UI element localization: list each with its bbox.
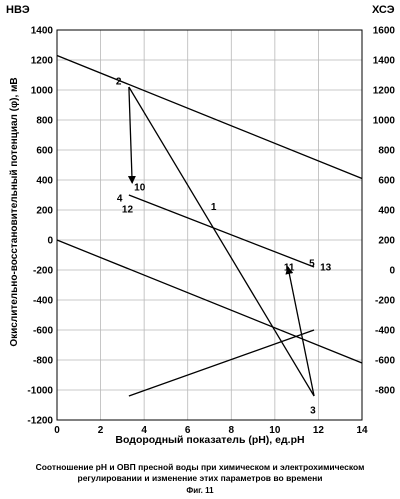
y-right-tick-label: 1400	[373, 56, 396, 67]
series-line-4	[128, 194, 315, 268]
x-tick-label: 0	[54, 425, 60, 436]
series-layer	[56, 54, 363, 397]
grid	[56, 29, 363, 421]
x-tick-labels: 0 2 4 6 8 10 12 14	[54, 425, 368, 436]
y-right-tick-label: 1600	[373, 26, 396, 37]
plot-frame	[56, 29, 363, 421]
y-left-tick-label: 600	[36, 146, 53, 157]
x-tick-label: 10	[269, 425, 281, 436]
point-label-4: 4	[117, 194, 123, 205]
y-right-tick-labels: 1600 1400 1200 1000 800 600 400 200 0 -200 -400 -60…	[373, 26, 396, 397]
series-line-2	[56, 239, 363, 364]
series-line-5	[128, 329, 315, 397]
y-left-tick-label: 400	[36, 176, 53, 187]
y-left-tick-label: -200	[33, 266, 53, 277]
caption-line-2: регулировании и изменение этих параметро…	[77, 473, 323, 483]
x-tick-label: 2	[98, 425, 104, 436]
caption-line-1: Соотношение pH и ОВП пресной воды при хи…	[35, 462, 365, 472]
y-left-tick-label: -1200	[27, 416, 53, 427]
y-right-tick-label: -400	[375, 326, 395, 337]
y-right-tick-label: 200	[378, 236, 395, 247]
y-right-tick-label: 1000	[373, 116, 396, 127]
x-tick-label: 6	[185, 425, 191, 436]
y-left-tick-labels: 1400 1200 1000 800 600 400 200 0 -200 -400 -600 -80…	[27, 26, 53, 427]
point-label-3: 3	[310, 406, 316, 417]
y-left-tick-label: 1400	[31, 26, 54, 37]
y-axis-label: Окислительно-восстановительный потенциал…	[9, 77, 20, 346]
point-label-2: 2	[116, 77, 122, 88]
point-label-11: 11	[284, 263, 295, 274]
y-right-tick-label: 0	[389, 266, 395, 277]
y-left-tick-label: 1000	[31, 86, 54, 97]
figure-label: Фиг. 11	[186, 486, 214, 495]
y-left-tick-label: 200	[36, 206, 53, 217]
x-tick-label: 8	[229, 425, 235, 436]
point-label-5: 5	[309, 259, 315, 270]
point-label-12: 12	[122, 205, 134, 216]
y-left-tick-label: 800	[36, 116, 53, 127]
point-label-10: 10	[134, 183, 146, 194]
y-right-tick-label: -600	[375, 356, 395, 367]
y-right-tick-label: 1200	[373, 86, 396, 97]
y-right-tick-label: 600	[378, 176, 395, 187]
point-label-13: 13	[320, 263, 332, 274]
y-right-tick-label: -800	[375, 386, 395, 397]
point-label-1: 1	[211, 202, 217, 213]
series-line-1	[56, 54, 363, 180]
y-left-tick-label: -800	[33, 356, 53, 367]
trend-arrow-1	[127, 86, 136, 184]
y-right-tick-label: 800	[378, 146, 395, 157]
y-right-tick-label: 400	[378, 206, 395, 217]
x-tick-label: 14	[356, 425, 368, 436]
y-left-tick-label: -600	[33, 326, 53, 337]
y-left-tick-label: 0	[47, 236, 53, 247]
right-axis-title: ХСЭ	[372, 4, 395, 16]
y-right-tick-label: -200	[375, 296, 395, 307]
series-line-3	[128, 86, 315, 397]
x-axis-label: Водородный показатель (pH), ед.pH	[115, 434, 304, 446]
y-left-tick-label: -400	[33, 296, 53, 307]
y-left-tick-label: -1000	[27, 386, 53, 397]
y-left-tick-label: 1200	[31, 56, 54, 67]
left-axis-title: НВЭ	[6, 4, 30, 16]
x-tick-label: 12	[313, 425, 325, 436]
x-tick-label: 4	[141, 425, 147, 436]
trend-arrow-2	[285, 266, 315, 397]
